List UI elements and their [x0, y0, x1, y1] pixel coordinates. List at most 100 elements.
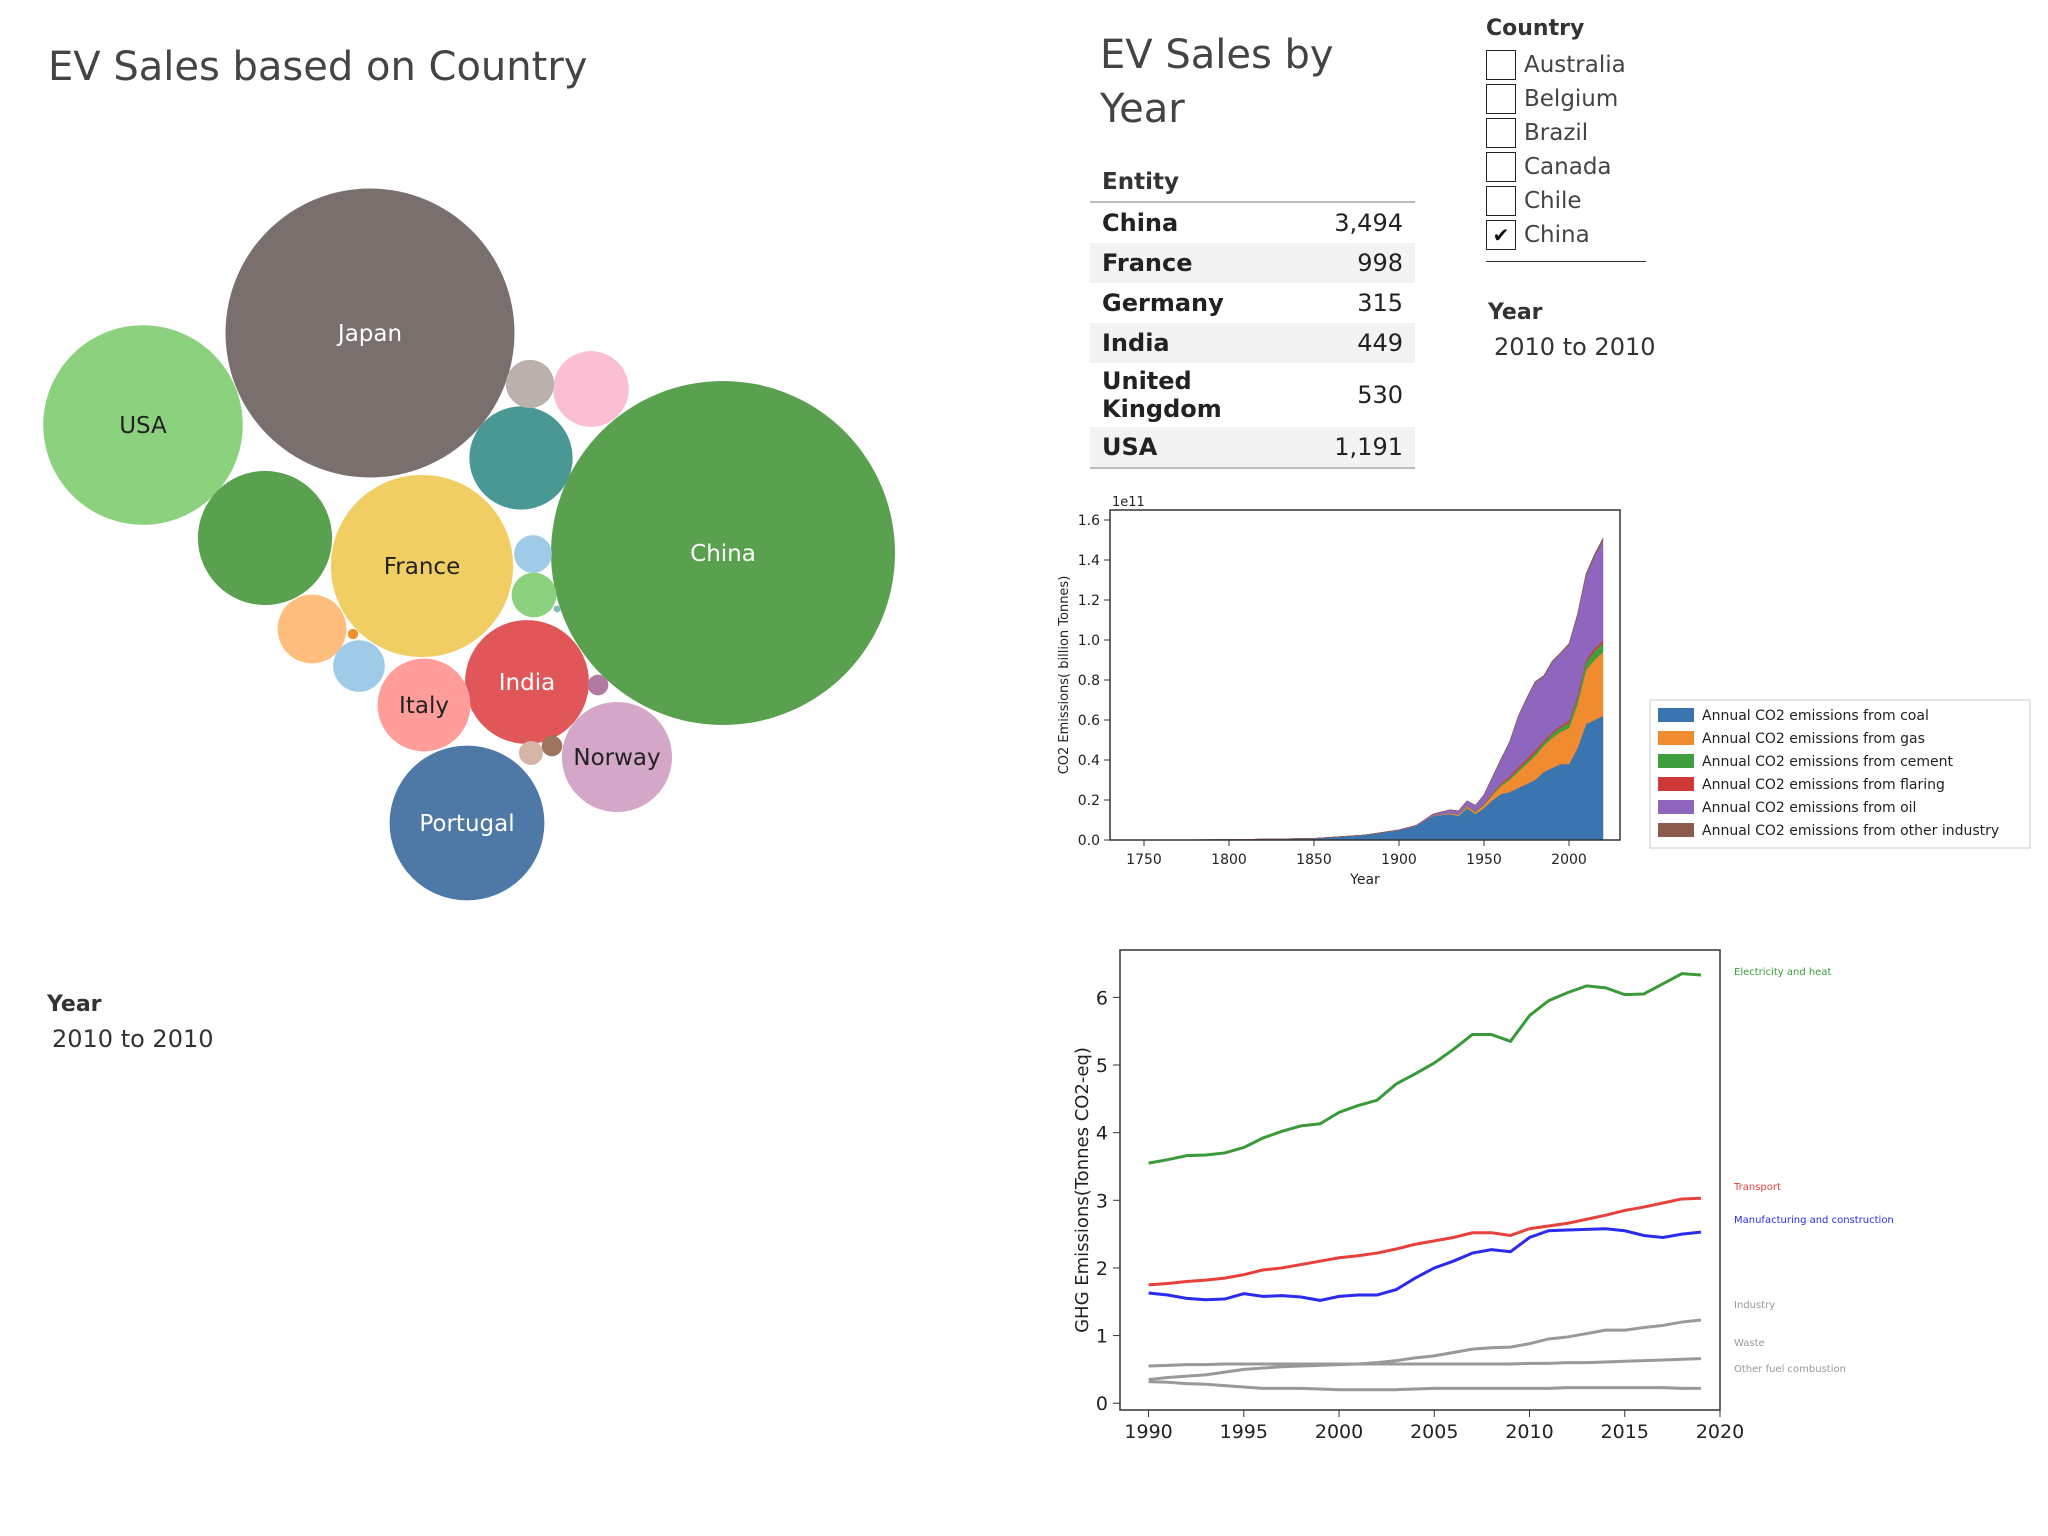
- co2-legend-entry: Annual CO2 emissions from flaring: [1702, 777, 1945, 793]
- co2-x-axis-label: Year: [1349, 872, 1380, 888]
- checkbox[interactable]: ✔: [1486, 220, 1516, 250]
- ghg-x-tick-label: 2000: [1315, 1421, 1363, 1443]
- table-title-line2: Year: [1100, 86, 1185, 132]
- co2-legend-entry: Annual CO2 emissions from cement: [1702, 754, 1954, 770]
- country-filter-item-label: Brazil: [1524, 120, 1589, 146]
- co2-legend-swatch: [1658, 800, 1694, 814]
- bubble-portugal[interactable]: [389, 745, 545, 901]
- co2-y-tick-label: 0.6: [1078, 713, 1100, 729]
- co2-area-series: [1143, 537, 1604, 841]
- bubble-unlabeled-16[interactable]: [587, 674, 609, 696]
- table-row[interactable]: France 998: [1090, 243, 1415, 283]
- year-filter-value: 2010 to 2010: [1494, 333, 1656, 361]
- bubble-unlabeled-20[interactable]: [553, 605, 561, 613]
- country-filter-item-australia[interactable]: Australia: [1486, 48, 1646, 82]
- value-cell: 530: [1357, 381, 1403, 409]
- ghg-series-label: Waste: [1734, 1338, 1765, 1349]
- ghg-y-tick-label: 0: [1096, 1393, 1108, 1415]
- checkbox[interactable]: [1486, 186, 1516, 216]
- co2-x-tick-label: 1950: [1466, 852, 1502, 868]
- ghg-x-tick-label: 2020: [1696, 1421, 1744, 1443]
- co2-y-axis-label: CO2 Emissions( billion Tonnes): [1057, 576, 1072, 775]
- bubble-year-label: Year: [47, 992, 102, 1017]
- value-column-header: [1322, 163, 1415, 203]
- ghg-x-tick-label: 2005: [1410, 1421, 1458, 1443]
- checkbox[interactable]: [1486, 50, 1516, 80]
- country-filter-item-canada[interactable]: Canada: [1486, 150, 1646, 184]
- entity-cell: USA: [1090, 427, 1323, 469]
- bubble-unlabeled-14[interactable]: [514, 535, 552, 573]
- ghg-series-label: Transport: [1733, 1182, 1781, 1193]
- ghg-line-chart: Electricity and heat Transport Manufacturi…: [1072, 949, 1894, 1443]
- bubble-unlabeled-18[interactable]: [518, 740, 544, 766]
- co2-legend: [1649, 699, 2031, 849]
- co2-legend-swatch: [1658, 754, 1694, 768]
- bubble-unlabeled-17[interactable]: [541, 735, 563, 757]
- value-cell: 315: [1357, 289, 1403, 317]
- ghg-y-tick-label: 1: [1096, 1326, 1108, 1348]
- year-filter-label: Year: [1488, 300, 1543, 325]
- co2-legend-entry: Annual CO2 emissions from oil: [1702, 800, 1916, 816]
- bubble-france[interactable]: [330, 474, 514, 658]
- value-cell: 998: [1322, 243, 1415, 283]
- bubble-unlabeled-13[interactable]: [333, 640, 385, 692]
- bubble-label-italy: Italy: [399, 693, 449, 719]
- checkbox[interactable]: [1486, 118, 1516, 148]
- bubble-unlabeled-9[interactable]: [469, 406, 573, 510]
- bubble-italy[interactable]: [377, 658, 471, 752]
- co2-x-tick-label: 2000: [1551, 852, 1587, 868]
- table-row[interactable]: India 449: [1090, 323, 1415, 363]
- bubble-usa[interactable]: [43, 325, 243, 525]
- bubble-unlabeled-15[interactable]: [511, 572, 557, 618]
- bubble-unlabeled-11[interactable]: [505, 359, 555, 409]
- ghg-series-label: Electricity and heat: [1734, 967, 1831, 978]
- checkbox[interactable]: [1486, 152, 1516, 182]
- country-filter-item-label: Chile: [1524, 188, 1582, 214]
- co2-legend-entry: Annual CO2 emissions from other industry: [1702, 823, 1999, 839]
- table-row[interactable]: Germany 315: [1090, 283, 1415, 323]
- ghg-series-line: [1148, 1357, 1702, 1368]
- bubble-label-usa: USA: [119, 413, 167, 439]
- country-filter-label: Country: [1486, 16, 1585, 41]
- co2-x-tick-label: 1800: [1211, 852, 1247, 868]
- entity-cell: France: [1090, 243, 1323, 283]
- bubble-japan[interactable]: [225, 188, 515, 478]
- bubble-label-france: France: [384, 554, 460, 580]
- co2-legend-swatch: [1658, 823, 1694, 837]
- bubble-india[interactable]: [465, 620, 589, 744]
- bubble-unlabeled-19[interactable]: [347, 628, 359, 640]
- bubble-unlabeled-8[interactable]: [197, 470, 333, 606]
- ghg-x-tick-label: 1995: [1220, 1421, 1268, 1443]
- country-filter-list[interactable]: Australia Belgium Brazil Canada Chile ✔ China: [1486, 48, 1646, 262]
- country-filter-item-label: Australia: [1524, 52, 1626, 78]
- ghg-series-label: Industry: [1734, 1300, 1775, 1311]
- ghg-y-tick-label: 3: [1096, 1190, 1108, 1212]
- bubble-chart: China Japan USA France Portugal India Norway It…: [43, 188, 895, 901]
- bubble-unlabeled-12[interactable]: [277, 594, 347, 664]
- country-filter-item-chile[interactable]: Chile: [1486, 184, 1646, 218]
- ghg-series-label: Manufacturing and construction: [1734, 1215, 1894, 1226]
- bubble-chart-title: EV Sales based on Country: [48, 44, 588, 90]
- checkbox[interactable]: [1486, 84, 1516, 114]
- table-row[interactable]: China 3,494: [1090, 202, 1415, 243]
- bubble-china[interactable]: [551, 381, 895, 725]
- country-filter-item-belgium[interactable]: Belgium: [1486, 82, 1646, 116]
- co2-x-tick-label: 1900: [1381, 852, 1417, 868]
- ghg-series-line: [1148, 972, 1702, 1165]
- co2-x-tick-label: 1850: [1296, 852, 1332, 868]
- bubble-norway[interactable]: [561, 701, 673, 813]
- table-title-line1: EV Sales by: [1100, 32, 1334, 78]
- country-filter-item-label: China: [1524, 222, 1590, 248]
- bubble-label-norway: Norway: [573, 745, 660, 771]
- co2-y-tick-label: 0.2: [1078, 793, 1100, 809]
- co2-y-tick-label: 1.4: [1078, 553, 1100, 569]
- table-row[interactable]: United Kingdom 530: [1090, 363, 1415, 427]
- table-row[interactable]: USA 1,191: [1090, 427, 1415, 469]
- country-filter-item-china[interactable]: ✔ China: [1486, 218, 1646, 252]
- bubble-unlabeled-10[interactable]: [553, 351, 629, 427]
- country-filter-item-brazil[interactable]: Brazil: [1486, 116, 1646, 150]
- ghg-plot-frame: [1119, 949, 1721, 1411]
- ghg-y-tick-label: 2: [1096, 1258, 1108, 1280]
- table-header-row: Entity: [1090, 163, 1415, 203]
- co2-y-tick-label: 0.0: [1078, 833, 1100, 849]
